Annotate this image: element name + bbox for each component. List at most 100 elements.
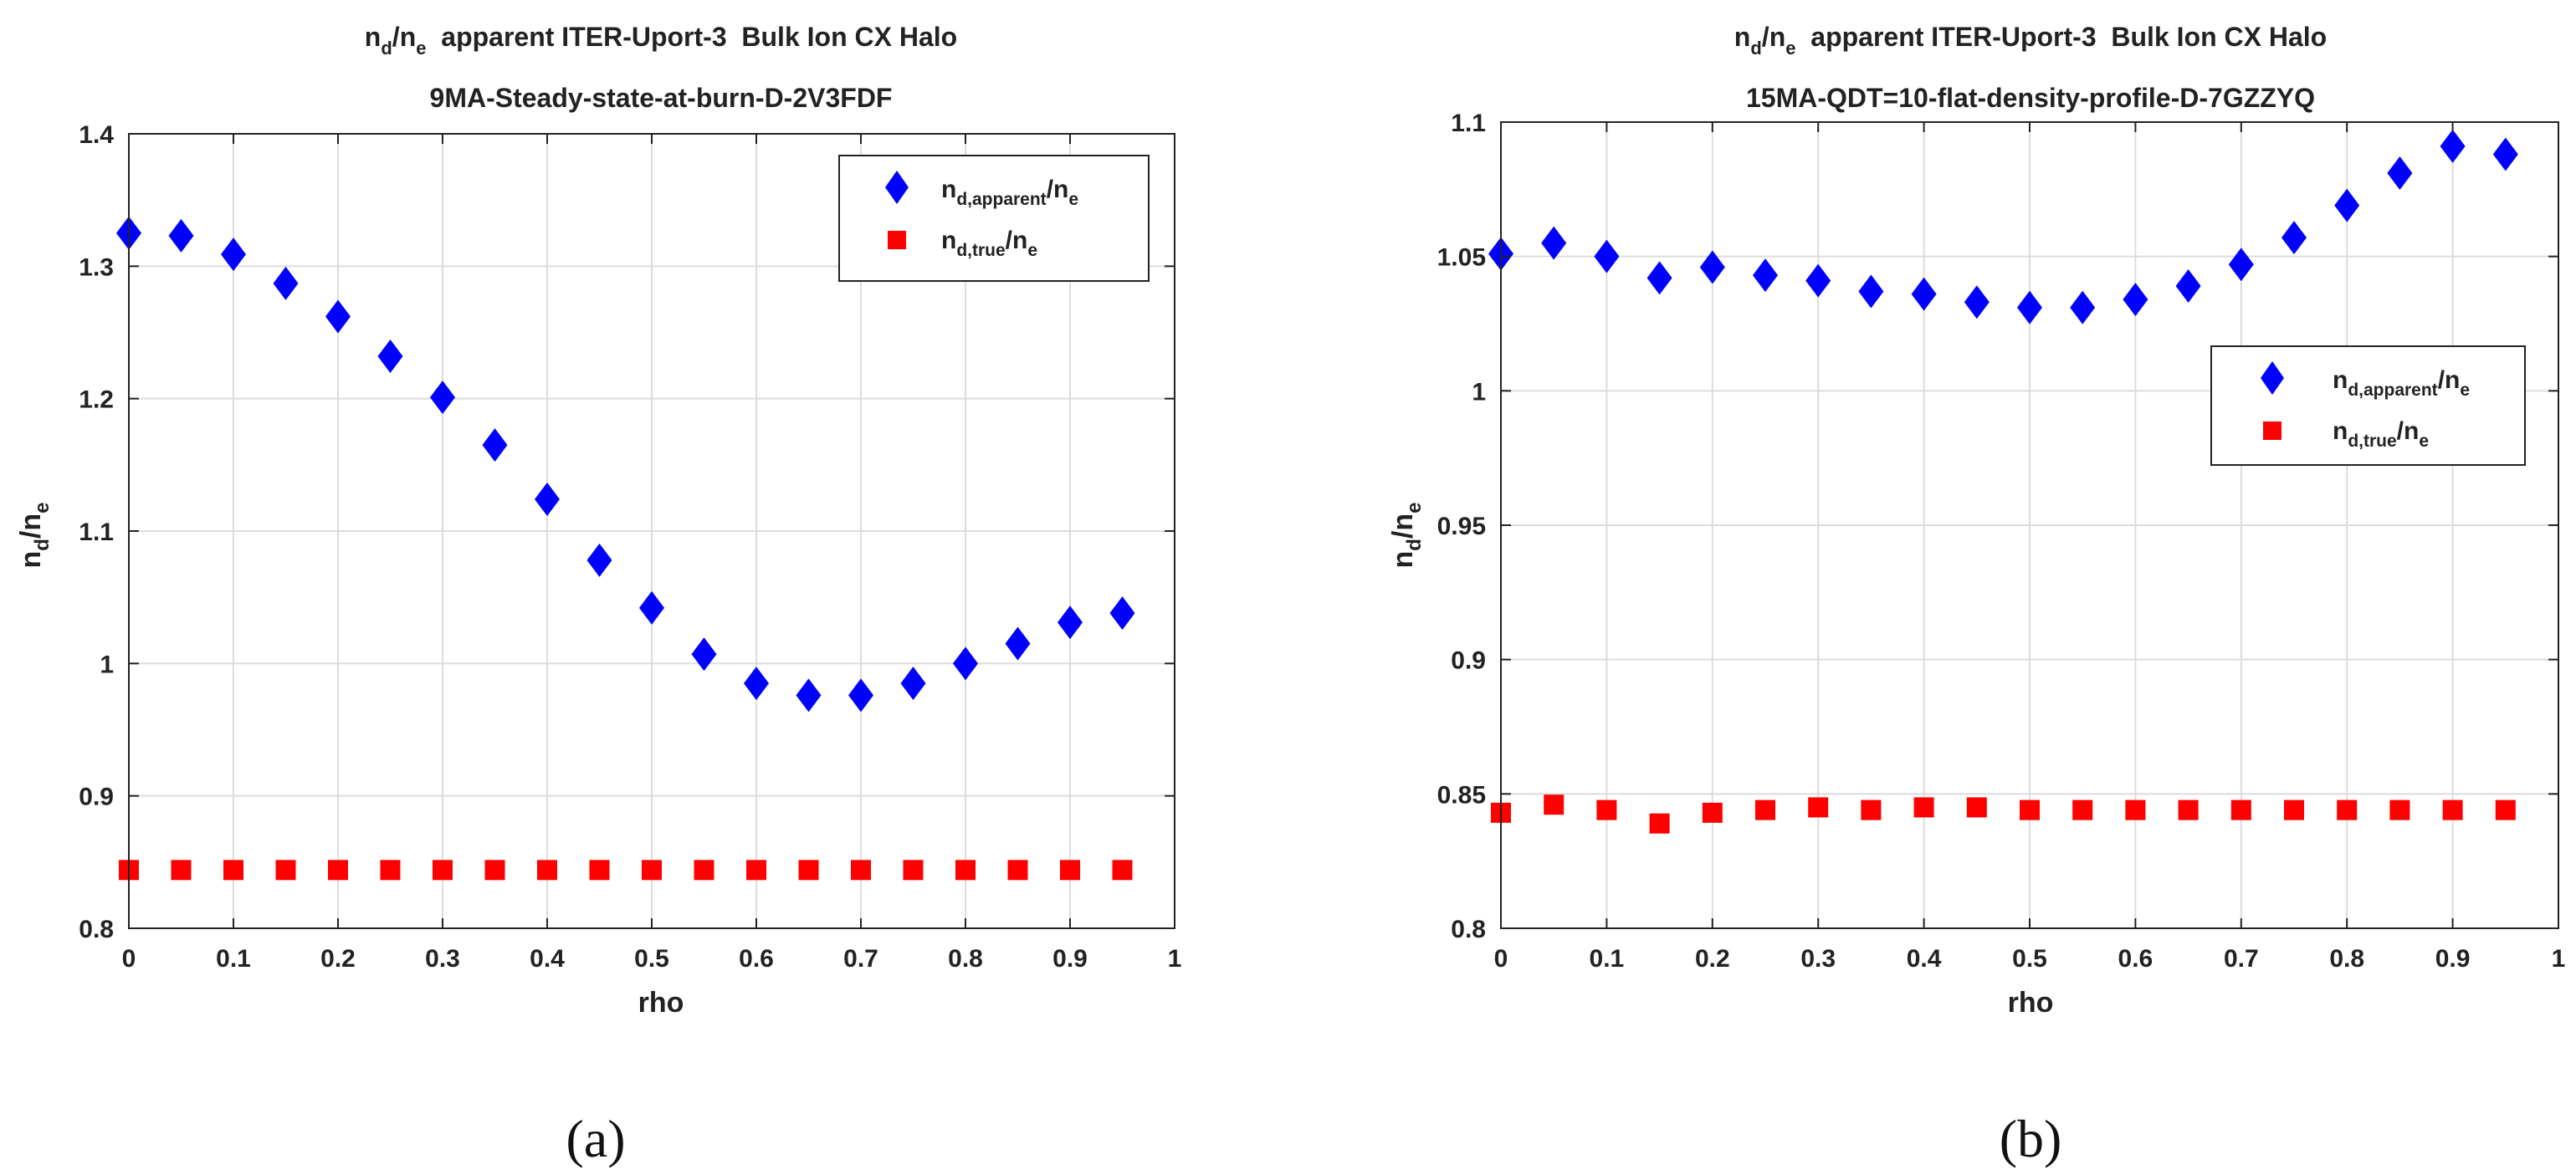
chart-b-point-true [2072, 800, 2093, 820]
chart-a-title-line1: nd/ne apparent ITER-Uport-3 Bulk Ion CX … [365, 22, 957, 59]
chart-b-point-true [1544, 794, 1565, 815]
chart-b-point-true [2389, 800, 2410, 820]
chart-a-title-line2: 9MA-Steady-state-at-burn-D-2V3FDF [430, 83, 893, 113]
chart-a-x-tick-label: 0.7 [843, 945, 878, 973]
chart-a-legend: nd,apparent/ne nd,true/ne [838, 155, 1150, 282]
chart-b-y-axis-label: nd/ne [1387, 502, 1426, 568]
chart-a-y-tick-label: 1.4 [79, 121, 114, 149]
chart-a-point-true [694, 860, 714, 881]
chart-b-point-true [2284, 800, 2304, 820]
chart-b-point-true [1808, 797, 1829, 818]
chart-a-point-apparent [744, 667, 769, 701]
chart-a-point-true [903, 860, 924, 881]
chart-b-point-true [1966, 797, 1987, 818]
chart-a-point-true [223, 860, 243, 881]
chart-b-x-tick-label: 0.2 [1695, 945, 1730, 973]
chart-a-point-apparent [586, 543, 612, 577]
chart-a-point-apparent [1058, 605, 1083, 640]
chart-b-x-tick-label: 0.7 [2224, 945, 2259, 973]
chart-b-point-apparent [1646, 261, 1672, 295]
chart-b-point-apparent [1699, 250, 1725, 284]
chart-b-point-true [1702, 802, 1723, 823]
chart-a-point-apparent [691, 637, 717, 672]
chart-a-legend-label-apparent: nd,apparent/ne [941, 176, 1078, 209]
chart-a-ticks [128, 133, 1175, 929]
chart-a-point-apparent [1005, 626, 1031, 661]
chart-b-ticks [1500, 121, 2559, 929]
chart-b-y-tick-label: 1.1 [1451, 110, 1486, 137]
chart-a-point-apparent [325, 299, 351, 334]
chart-a-point-apparent [273, 266, 299, 300]
chart-a-point-apparent [430, 381, 455, 415]
chart-b-legend-box [2210, 345, 2526, 466]
chart-a-marks [116, 216, 1135, 881]
chart-b-point-apparent [1805, 263, 1831, 298]
chart-b-point-apparent [2334, 188, 2360, 222]
chart-b-title-line1: nd/ne apparent ITER-Uport-3 Bulk Ion CX … [1734, 22, 2327, 59]
chart-a-point-apparent [796, 678, 822, 713]
chart-b-point-true [2178, 800, 2199, 820]
chart-a-point-true [171, 860, 192, 881]
chart-a-point-apparent [953, 646, 978, 681]
chart-b-point-true [2125, 800, 2146, 820]
chart-b-x-tick-label: 0 [1494, 945, 1508, 973]
chart-b-point-apparent [2282, 221, 2307, 255]
chart-b-legend-square-marker [2263, 421, 2282, 440]
chart-b-point-apparent [2070, 290, 2096, 324]
chart-a-point-true [1112, 860, 1133, 881]
chart-a-x-tick-label: 1 [1168, 945, 1182, 973]
chart-b-y-tick-label: 1.05 [1437, 244, 1486, 272]
chart-a-y-axis-label: nd/ne [15, 502, 54, 568]
chart-a-point-apparent [1109, 596, 1135, 631]
chart-b-legend: nd,apparent/ne nd,true/ne [2210, 345, 2526, 466]
chart-b-x-axis-label: rho [2008, 987, 2054, 1019]
chart-a-point-true [328, 860, 348, 881]
chart-a-y-tick-label: 1.3 [79, 253, 114, 281]
chart-b-y-tick-label: 0.85 [1437, 781, 1486, 809]
chart-b-x-tick-label: 0.5 [2012, 945, 2047, 973]
chart-a-point-true [798, 860, 819, 881]
chart-a-point-apparent [900, 667, 926, 701]
chart-a-x-axis-label: rho [638, 987, 684, 1019]
chart-b-y-tick-labels: 0.8 0.85 0.9 0.95 1 1.05 1.1 [1437, 110, 1486, 943]
chart-a-x-tick-label: 0.2 [320, 945, 356, 973]
chart-b-point-true [1649, 813, 1670, 834]
chart-b-x-tick-label: 1 [2552, 945, 2566, 973]
chart-b-point-apparent [1964, 285, 1990, 319]
chart-b-x-tick-label: 0.3 [1800, 945, 1836, 973]
chart-b-point-true [2230, 800, 2251, 820]
chart-a-x-tick-label: 0.8 [948, 945, 983, 973]
chart-b-x-tick-labels: 0 0.1 0.2 0.3 0.4 0.5 0.6 0.7 0.8 0.9 1 [1494, 945, 2566, 973]
chart-a-x-tick-labels: 0 0.1 0.2 0.3 0.4 0.5 0.6 0.7 0.8 0.9 1 [122, 945, 1182, 973]
chart-b-y-tick-label: 1 [1472, 378, 1486, 406]
chart-a-y-tick-label: 0.8 [79, 916, 114, 943]
chart-a-point-apparent [482, 428, 508, 462]
chart-b-point-apparent [2123, 283, 2148, 317]
chart-b-point-true [1596, 800, 1617, 820]
chart-a-point-apparent [639, 590, 664, 625]
chart-a-x-tick-label: 0.1 [216, 945, 251, 973]
chart-b-x-tick-label: 0.6 [2118, 945, 2153, 973]
chart-a-point-true [1060, 860, 1080, 881]
chart-b-point-apparent [1858, 274, 1884, 309]
chart-a-x-tick-label: 0.4 [530, 945, 565, 973]
chart-a-point-apparent [168, 218, 194, 253]
chart-a-point-true [642, 860, 662, 881]
chart-b-x-tick-label: 0.8 [2329, 945, 2364, 973]
chart-b-point-true [1913, 797, 1934, 818]
chart-a-y-tick-label: 0.9 [79, 784, 114, 811]
chart-b-point-apparent [1753, 258, 1778, 293]
chart-b-x-tick-label: 0.9 [2435, 945, 2471, 973]
chart-b-legend-diamond-marker [2261, 361, 2284, 395]
chart-a-point-true [589, 860, 610, 881]
chart-a-point-true [484, 860, 505, 881]
chart-a-x-tick-label: 0.9 [1052, 945, 1088, 973]
chart-b-point-apparent [1594, 239, 1620, 273]
chart-b-point-apparent [2228, 248, 2254, 282]
chart-b-point-apparent [2175, 269, 2201, 304]
chart-a-caption: (a) [566, 1109, 625, 1168]
chart-b-x-tick-label: 0.1 [1590, 945, 1625, 973]
chart-a-point-apparent [377, 340, 403, 373]
chart-b-y-tick-label: 0.8 [1451, 916, 1486, 943]
